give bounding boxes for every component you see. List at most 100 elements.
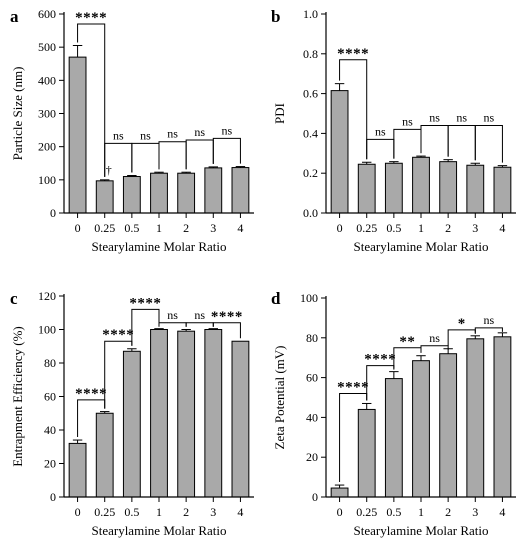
panel-b: b 0.0 0.2 0.4 0.6 0.8 1.0 0 0.25 0.5 1 2 3 4 Stearylam… xyxy=(271,7,516,254)
significance-bracket xyxy=(185,139,214,170)
x-axis-label: Stearylamine Molar Ratio xyxy=(353,239,488,254)
y-tick-label: 600 xyxy=(38,7,56,21)
significance-bracket xyxy=(447,124,476,161)
bar-0.5 xyxy=(384,378,403,498)
y-tick-label: 60 xyxy=(44,390,56,404)
bar-0 xyxy=(68,56,87,214)
y-tick-label: 500 xyxy=(38,40,56,54)
bar-2 xyxy=(439,353,458,498)
x-tick-label: 0 xyxy=(75,221,81,235)
bar-3 xyxy=(466,338,485,498)
y-tick-label: 400 xyxy=(38,73,56,87)
significance-label: ns xyxy=(194,308,205,322)
significance-label: **** xyxy=(211,309,243,325)
x-axis-label: Stearylamine Molar Ratio xyxy=(91,239,226,254)
bar-3 xyxy=(204,329,223,498)
x-tick-label: 0.25 xyxy=(94,221,115,235)
significance-label: ns xyxy=(140,128,151,142)
y-tick-label: 20 xyxy=(306,450,318,464)
x-tick-label: 0 xyxy=(75,505,81,519)
x-tick-label: 0.25 xyxy=(356,221,377,235)
bar-0.25 xyxy=(357,163,376,214)
y-tick-label: 200 xyxy=(38,140,56,154)
significance-bracket xyxy=(212,322,241,339)
significance-bracket xyxy=(212,137,241,164)
x-tick-label: 4 xyxy=(237,505,243,519)
bar-3 xyxy=(204,167,223,214)
significance-label: **** xyxy=(364,352,396,368)
significance-label: ns xyxy=(429,110,440,124)
y-tick-label: 300 xyxy=(38,107,56,121)
bar-0 xyxy=(68,442,87,498)
x-tick-label: 0 xyxy=(337,505,343,519)
y-tick-label: 0 xyxy=(312,490,318,504)
bar-0 xyxy=(330,90,349,214)
significance-label: **** xyxy=(337,380,369,396)
x-tick-label: 2 xyxy=(183,505,189,519)
x-tick-label: 0.25 xyxy=(356,505,377,519)
y-tick-label: 0 xyxy=(50,206,56,220)
bar-4 xyxy=(231,167,250,214)
y-tick-label: 100 xyxy=(38,173,56,187)
y-tick-label: 20 xyxy=(44,457,56,471)
y-tick-label: 0.6 xyxy=(303,87,318,101)
significance-bracket xyxy=(131,308,160,346)
significance-bracket xyxy=(420,345,449,353)
x-tick-label: 1 xyxy=(418,505,424,519)
y-tick-label: 100 xyxy=(300,291,318,305)
significance-label: **** xyxy=(337,46,369,62)
panel-label: a xyxy=(10,7,19,26)
x-axis-label: Stearylamine Molar Ratio xyxy=(353,523,488,538)
x-tick-label: 2 xyxy=(445,505,451,519)
x-tick-label: 3 xyxy=(210,221,216,235)
panel-a: a 0 100 200 300 400 500 600 0 0.25 0.5 1 2 3 4 Stearyla… xyxy=(10,7,254,254)
x-tick-label: 0 xyxy=(337,221,343,235)
bar-0.5 xyxy=(384,162,403,214)
significance-bracket xyxy=(339,59,368,160)
significance-label: ns xyxy=(456,110,467,124)
x-tick-label: 1 xyxy=(418,221,424,235)
significance-label: ** xyxy=(399,334,415,350)
y-tick-label: 40 xyxy=(306,410,318,424)
significance-bracket xyxy=(474,124,503,163)
significance-label: ns xyxy=(429,331,440,345)
y-tick-label: 0.8 xyxy=(303,47,318,61)
bar-1 xyxy=(150,172,168,214)
y-tick-label: 120 xyxy=(38,289,56,303)
x-tick-label: 0.5 xyxy=(386,221,401,235)
y-tick-label: 1.0 xyxy=(303,7,318,21)
x-tick-label: 4 xyxy=(237,221,243,235)
significance-label: ns xyxy=(167,308,178,322)
y-tick-label: 80 xyxy=(44,356,56,370)
bar-4 xyxy=(231,340,250,498)
x-axis-label: Stearylamine Molar Ratio xyxy=(91,523,226,538)
panel-d: d 0 20 40 60 80 100 0 0.25 0.5 1 2 3 4 Stearylamine Mo… xyxy=(271,289,516,538)
significance-label: **** xyxy=(102,327,134,343)
x-tick-label: 4 xyxy=(499,505,505,519)
significance-bracket xyxy=(131,142,160,173)
x-tick-label: 1 xyxy=(156,221,162,235)
bar-2 xyxy=(177,172,196,214)
significance-bracket xyxy=(420,124,449,157)
y-tick-label: 0.2 xyxy=(303,166,318,180)
significance-bracket xyxy=(366,138,395,160)
y-tick-label: 100 xyxy=(38,323,56,337)
y-tick-label: 80 xyxy=(306,331,318,345)
significance-label: * xyxy=(458,316,466,332)
bar-3 xyxy=(466,164,485,214)
bar-2 xyxy=(177,330,196,498)
x-tick-label: 0.5 xyxy=(386,505,401,519)
bar-0.25 xyxy=(95,412,114,498)
y-tick-label: 60 xyxy=(306,371,318,385)
x-tick-label: 2 xyxy=(445,221,451,235)
significance-bracket xyxy=(158,322,187,327)
y-axis-label: Zeta Potential (mV) xyxy=(272,346,287,450)
significance-bracket xyxy=(158,141,187,170)
significance-label: **** xyxy=(75,386,107,402)
bar-0.5 xyxy=(122,350,141,498)
y-tick-label: 0.4 xyxy=(303,126,318,140)
x-tick-label: 3 xyxy=(472,505,478,519)
x-tick-label: 3 xyxy=(210,505,216,519)
bar-4 xyxy=(493,336,512,498)
